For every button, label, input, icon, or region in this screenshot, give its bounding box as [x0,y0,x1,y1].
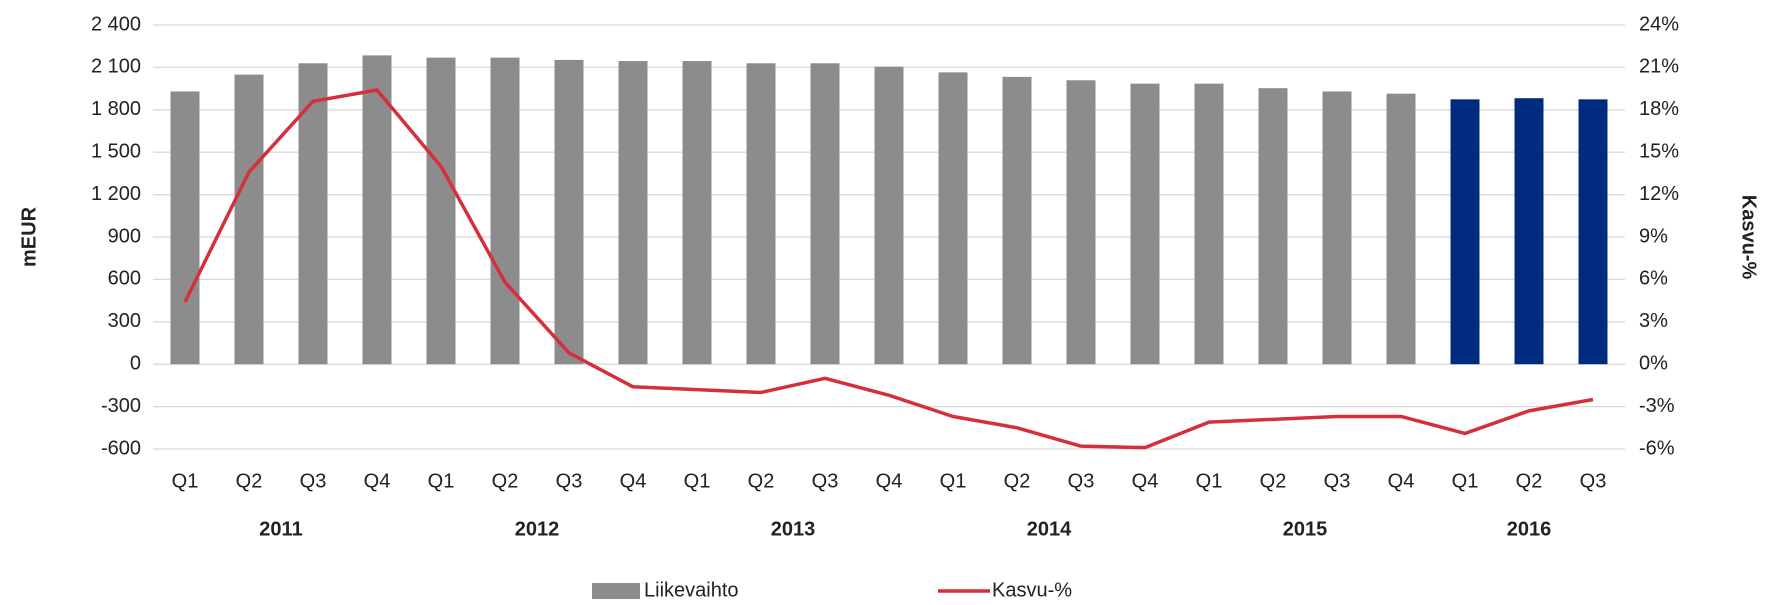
x-tick-label: Q1 [1452,470,1479,492]
x-tick-label: Q4 [364,470,391,492]
x-tick-label: Q1 [940,470,967,492]
bar [618,61,648,365]
bar [1386,93,1416,365]
y-tick-label: 600 [108,268,141,290]
bar [938,72,968,365]
y2-tick-label: 12% [1639,183,1679,205]
y-tick-label: 0 [130,352,141,374]
y-tick-label: -300 [101,395,141,417]
y-axis-title: mEUR [18,206,40,267]
bar [554,59,584,365]
x-tick-label: Q2 [236,470,263,492]
x-tick-label: Q1 [1196,470,1223,492]
y-tick-label: 1 200 [91,183,141,205]
x-tick-label: Q3 [556,470,583,492]
y-tick-label: 1 500 [91,140,141,162]
bar [810,63,840,365]
bar [1450,99,1480,365]
y2-tick-label: 24% [1639,13,1679,35]
bar [490,57,520,365]
bar [1130,83,1160,365]
x-tick-label: Q4 [1132,470,1159,492]
bar [1002,76,1032,365]
y-tick-label: -600 [101,437,141,459]
bar [1194,83,1224,365]
bar [362,55,392,365]
bar [426,57,456,365]
legend-swatch [592,583,640,599]
y2-axis-title: Kasvu-% [1738,195,1760,280]
y-tick-label: 300 [108,310,141,332]
bar [746,63,776,365]
y-tick-label: 2 400 [91,13,141,35]
y-tick-label: 1 800 [91,98,141,120]
bar [1514,98,1544,365]
y-tick-label: 900 [108,225,141,247]
x-tick-label: Q1 [428,470,455,492]
x-tick-label: Q1 [684,470,711,492]
year-label: 2013 [771,518,816,540]
x-tick-label: Q2 [1516,470,1543,492]
x-tick-label: Q2 [1260,470,1287,492]
bar [1258,88,1288,365]
y2-tick-label: -3% [1639,395,1675,417]
year-label: 2015 [1283,518,1328,540]
x-tick-label: Q3 [1068,470,1095,492]
line [183,88,1594,450]
bar [682,61,712,365]
legend-label: Liikevaihto [644,579,739,601]
x-tick-label: Q1 [172,470,199,492]
x-tick-label: Q2 [1004,470,1031,492]
year-label: 2012 [515,518,560,540]
y2-tick-label: 21% [1639,56,1679,78]
y2-tick-label: 9% [1639,225,1668,247]
x-tick-label: Q4 [1388,470,1415,492]
y-tick-label: 2 100 [91,56,141,78]
y2-tick-label: -6% [1639,437,1675,459]
y2-tick-label: 3% [1639,310,1668,332]
x-tick-label: Q3 [300,470,327,492]
x-tick-label: Q4 [876,470,903,492]
bar [234,74,264,365]
y2-tick-label: 6% [1639,268,1668,290]
x-tick-label: Q2 [748,470,775,492]
x-tick-label: Q3 [812,470,839,492]
year-label: 2011 [259,518,302,540]
bar [1322,91,1352,365]
y2-tick-label: 18% [1639,98,1679,120]
y2-tick-label: 0% [1639,352,1668,374]
x-tick-label: Q4 [620,470,647,492]
year-label: 2014 [1027,518,1072,540]
legend-label: Kasvu-% [992,579,1072,601]
bar [874,66,904,365]
bar [170,91,200,365]
year-label: 2016 [1507,518,1552,540]
bar [298,63,328,365]
x-tick-label: Q2 [492,470,519,492]
bar [1578,99,1608,365]
y2-tick-label: 15% [1639,140,1679,162]
x-tick-label: Q3 [1324,470,1351,492]
x-tick-label: Q3 [1580,470,1607,492]
bar [1066,80,1096,365]
